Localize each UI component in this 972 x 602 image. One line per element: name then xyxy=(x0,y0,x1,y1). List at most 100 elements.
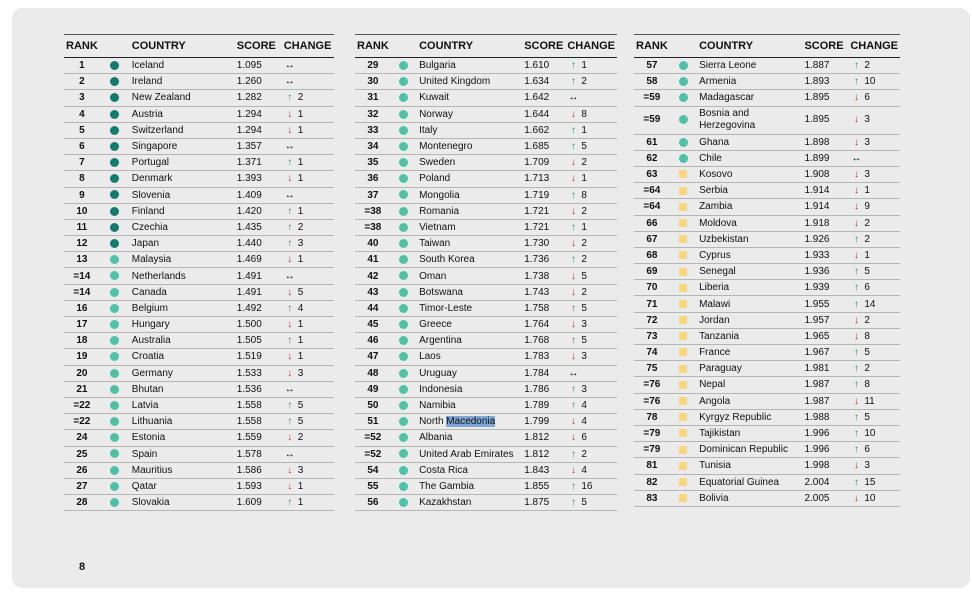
circle-marker-icon xyxy=(678,137,688,147)
circle-marker-icon xyxy=(399,125,409,135)
rank-cell: =76 xyxy=(634,393,670,410)
arrow-down-icon: ↓ xyxy=(853,492,859,504)
change-cell: ↓ 3 xyxy=(848,166,900,184)
change-cell: ↑ 4 xyxy=(565,397,617,415)
score-cell: 1.492 xyxy=(234,300,282,318)
change-value: 1 xyxy=(297,497,304,509)
arrow-left-right-icon: ↔ xyxy=(284,270,295,282)
country-cell: Denmark xyxy=(129,170,235,188)
circle-marker-icon xyxy=(399,239,409,249)
arrow-down-icon: ↓ xyxy=(570,173,576,185)
country-cell: Switzerland xyxy=(129,122,235,139)
rank-cell: 61 xyxy=(634,134,670,151)
ranking-table-2: RANK COUNTRY SCORE CHANGE 29 Bulgaria 1.61… xyxy=(355,34,617,512)
circle-marker-icon xyxy=(110,433,120,443)
country-cell: Portugal xyxy=(129,154,235,172)
rank-cell: =14 xyxy=(64,267,100,285)
country-cell: Finland xyxy=(129,203,235,220)
country-cell: Latvia xyxy=(129,397,235,415)
change-value: 1 xyxy=(581,173,587,185)
country-cell: Kuwait xyxy=(417,89,523,107)
change-cell: ↑ 3 xyxy=(281,235,334,253)
table-row: =59 Madagascar 1.895 ↓ 6 xyxy=(634,89,900,107)
country-cell: Jordan xyxy=(697,312,803,329)
change-cell: ↑ 1 xyxy=(565,57,617,75)
country-cell: Greece xyxy=(417,316,523,334)
rank-cell: =59 xyxy=(634,106,670,135)
table-row: =38 Romania 1.721 ↓ 2 xyxy=(355,203,617,220)
change-cell: ↔ xyxy=(848,150,900,167)
score-cell: 1.918 xyxy=(802,215,849,232)
change-cell: ↓ 1 xyxy=(565,170,617,188)
table-row: 82 Equatorial Guinea 2.004 ↑ 15 xyxy=(634,474,900,491)
table-row: 36 Poland 1.713 ↓ 1 xyxy=(355,170,617,188)
country-cell: Lithuania xyxy=(129,413,235,431)
change-cell: ↓ 4 xyxy=(565,413,617,431)
arrow-up-icon: ↑ xyxy=(570,254,576,266)
arrow-down-icon: ↓ xyxy=(853,136,859,148)
table-row: 24 Estonia 1.559 ↓ 2 xyxy=(64,429,334,447)
table-row: 83 Bolivia 2.005 ↓ 10 xyxy=(634,490,900,507)
country-cell: Cyprus xyxy=(697,247,803,265)
country-cell: Zambia xyxy=(697,198,803,216)
change-value: 2 xyxy=(581,238,587,250)
change-value: 1 xyxy=(297,335,304,347)
country-cell: Estonia xyxy=(129,429,235,447)
square-marker-icon xyxy=(679,267,688,276)
score-cell: 1.965 xyxy=(802,328,849,346)
score-cell: 1.505 xyxy=(234,332,282,350)
circle-marker-icon xyxy=(399,449,409,459)
score-cell: 1.784 xyxy=(522,365,566,382)
table-row: =64 Zambia 1.914 ↓ 9 xyxy=(634,198,900,216)
arrow-down-icon: ↓ xyxy=(853,217,859,229)
circle-marker-icon xyxy=(399,433,409,443)
change-cell: ↑ 2 xyxy=(281,219,334,237)
table-row: =79 Tajikistan 1.996 ↑ 10 xyxy=(634,425,900,443)
score-header: SCORE xyxy=(522,34,566,58)
change-cell: ↑ 5 xyxy=(565,138,617,156)
score-cell: 1.967 xyxy=(802,344,849,362)
rank-cell: 5 xyxy=(64,122,100,139)
circle-marker-icon xyxy=(399,498,409,508)
table-row: =64 Serbia 1.914 ↓ 1 xyxy=(634,182,900,200)
rank-cell: 42 xyxy=(355,267,391,285)
rank-cell: 63 xyxy=(634,166,670,184)
rank-cell: 75 xyxy=(634,360,670,378)
score-cell: 1.469 xyxy=(234,251,282,269)
table-row: 9 Slovenia 1.409 ↔ xyxy=(64,187,334,204)
change-cell: ↓ 3 xyxy=(565,348,617,366)
change-value: 1 xyxy=(297,480,304,492)
circle-marker-icon xyxy=(399,465,409,475)
score-cell: 1.371 xyxy=(234,154,282,172)
arrow-up-icon: ↑ xyxy=(570,335,576,347)
arrow-down-icon: ↓ xyxy=(570,351,576,363)
arrow-up-icon: ↑ xyxy=(570,124,576,136)
change-value: 6 xyxy=(864,444,870,456)
table-row: 32 Norway 1.644 ↓ 8 xyxy=(355,106,617,123)
arrow-down-icon: ↓ xyxy=(570,464,576,476)
score-cell: 1.786 xyxy=(522,381,566,398)
change-value: 3 xyxy=(581,383,587,395)
table-row: 25 Spain 1.578 ↔ xyxy=(64,446,334,463)
change-cell: ↓ 4 xyxy=(565,462,617,479)
change-value: 5 xyxy=(581,270,587,282)
table-row: =79 Dominican Republic 1.996 ↑ 6 xyxy=(634,441,900,459)
arrow-down-icon: ↓ xyxy=(287,367,293,379)
change-cell: ↓ 8 xyxy=(848,328,900,346)
square-marker-icon xyxy=(679,494,688,503)
rank-cell: 48 xyxy=(355,365,391,382)
change-value: 2 xyxy=(581,448,587,460)
circle-marker-icon xyxy=(110,368,120,378)
change-cell: ↑ 2 xyxy=(848,57,900,75)
change-cell: ↑ 6 xyxy=(848,441,900,459)
table-header-row: RANK COUNTRY SCORE CHANGE xyxy=(355,34,617,58)
score-cell: 1.758 xyxy=(522,300,566,318)
score-cell: 1.558 xyxy=(234,397,282,415)
text-selection-highlight[interactable]: Macedonia xyxy=(446,416,496,428)
score-cell: 1.634 xyxy=(522,73,566,91)
rank-cell: 16 xyxy=(64,300,100,318)
arrow-down-icon: ↓ xyxy=(570,157,576,169)
score-cell: 1.893 xyxy=(802,73,849,91)
square-marker-icon xyxy=(679,202,688,211)
arrow-up-icon: ↑ xyxy=(570,302,576,314)
